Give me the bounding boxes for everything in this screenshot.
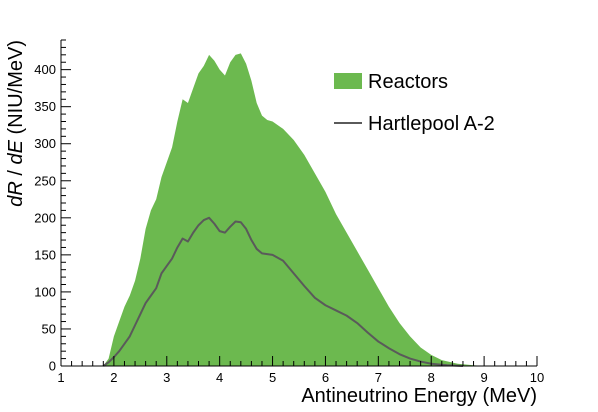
y-axis-title: dR / dE (NIU/MeV) — [5, 40, 27, 207]
x-axis-title: Antineutrino Energy (MeV) — [301, 385, 537, 407]
x-tick-label: 7 — [375, 370, 382, 385]
y-axis-title-slash: / — [5, 164, 27, 181]
series-line-hartlepool — [102, 216, 464, 367]
x-tick-label: 1 — [57, 370, 64, 385]
legend: Reactors Hartlepool A-2 — [334, 71, 495, 135]
legend-label-hartlepool: Hartlepool A-2 — [368, 113, 495, 135]
y-axis-title-var2: dE — [5, 139, 27, 164]
x-tick-label: 5 — [269, 370, 276, 385]
y-tick-label: 350 — [34, 99, 56, 114]
y-tick-label: 200 — [34, 210, 56, 225]
y-axis-title-var1: dR — [5, 181, 27, 207]
series-layer — [102, 53, 485, 367]
x-tick-label: 3 — [163, 370, 170, 385]
series-area-reactors — [103, 53, 485, 367]
legend-label-reactors: Reactors — [368, 71, 448, 93]
y-tick-label: 50 — [42, 321, 56, 336]
y-tick-label: 0 — [49, 359, 56, 374]
legend-swatch-reactors — [334, 73, 362, 89]
x-tick-label: 9 — [480, 370, 487, 385]
x-tick-label: 4 — [216, 370, 223, 385]
y-tick-label: 250 — [34, 173, 56, 188]
y-tick-label: 100 — [34, 284, 56, 299]
y-tick-label: 150 — [34, 247, 56, 262]
x-tick-label: 2 — [110, 370, 117, 385]
y-tick-label: 300 — [34, 136, 56, 151]
x-tick-label: 10 — [530, 370, 544, 385]
x-tick-label: 8 — [428, 370, 435, 385]
y-axis-title-units: (NIU/MeV) — [5, 40, 27, 140]
x-tick-label: 6 — [322, 370, 329, 385]
y-tick-label: 400 — [34, 62, 56, 77]
